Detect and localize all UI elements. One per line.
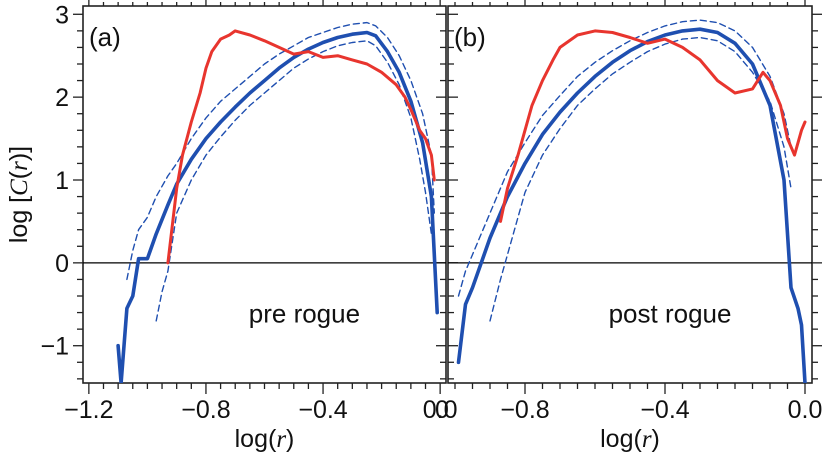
mean-line-a	[116, 30, 440, 383]
panel-annotation-b: post rogue	[609, 299, 732, 329]
x-axis-title-a: log(r)	[235, 425, 295, 453]
x-tick-label: −0.8	[500, 396, 549, 424]
dashed-blue-lower-line-b	[489, 36, 792, 322]
y-axis-title-variable: C	[6, 179, 33, 196]
panel-annotation-a: pre rogue	[249, 299, 360, 329]
y-axis-title-part: )]	[5, 146, 33, 161]
series-group-b	[456, 19, 807, 383]
x-tick-label: 0.0	[788, 396, 823, 424]
x-tick-label: −0.4	[298, 396, 347, 424]
dashed-blue-upper-line-b	[457, 19, 792, 297]
y-axis-title-part: (	[5, 170, 33, 179]
x-axis-title-variable: r	[276, 426, 286, 453]
y-tick-label: 2	[55, 84, 69, 112]
x-tick-label-corner: 0	[435, 396, 449, 424]
y-axis-title: log [C(r)]	[5, 146, 33, 243]
x-axis-title-part: )	[286, 425, 294, 453]
x-tick-label: −0.8	[181, 396, 230, 424]
x-axis-title-variable: r	[642, 426, 652, 453]
panel-label-b: (b)	[454, 22, 486, 52]
rogue-line-a	[166, 29, 436, 265]
y-axis-title-variable: r	[6, 161, 33, 171]
x-axis-title-part: )	[652, 425, 660, 453]
y-tick-label: 3	[55, 1, 69, 29]
panel-label-a: (a)	[89, 22, 121, 52]
x-tick-label: −0.4	[640, 396, 689, 424]
y-tick-label: 1	[55, 167, 69, 195]
dashed-blue-lower-line-a	[155, 40, 433, 322]
mean-line-b	[456, 27, 807, 383]
rogue-line-b	[499, 29, 807, 223]
dashed-blue-upper-line-a	[126, 21, 435, 281]
series-group-a	[116, 21, 440, 383]
x-tick-label: −1.2	[64, 396, 113, 424]
x-axis-title-b: log(r)	[600, 425, 660, 453]
x-axis-title-part: log(	[235, 425, 277, 453]
panel-b: −0.8 −0.4 0.0 0 (b) post rogue log(r)	[435, 0, 822, 453]
y-tick-label: −1	[40, 333, 69, 361]
y-tick-label: 0	[55, 250, 69, 278]
y-axis-title-part: log [	[5, 196, 33, 243]
x-tick-label: 0.0	[423, 396, 458, 424]
x-axis-title-part: log(	[600, 425, 642, 453]
